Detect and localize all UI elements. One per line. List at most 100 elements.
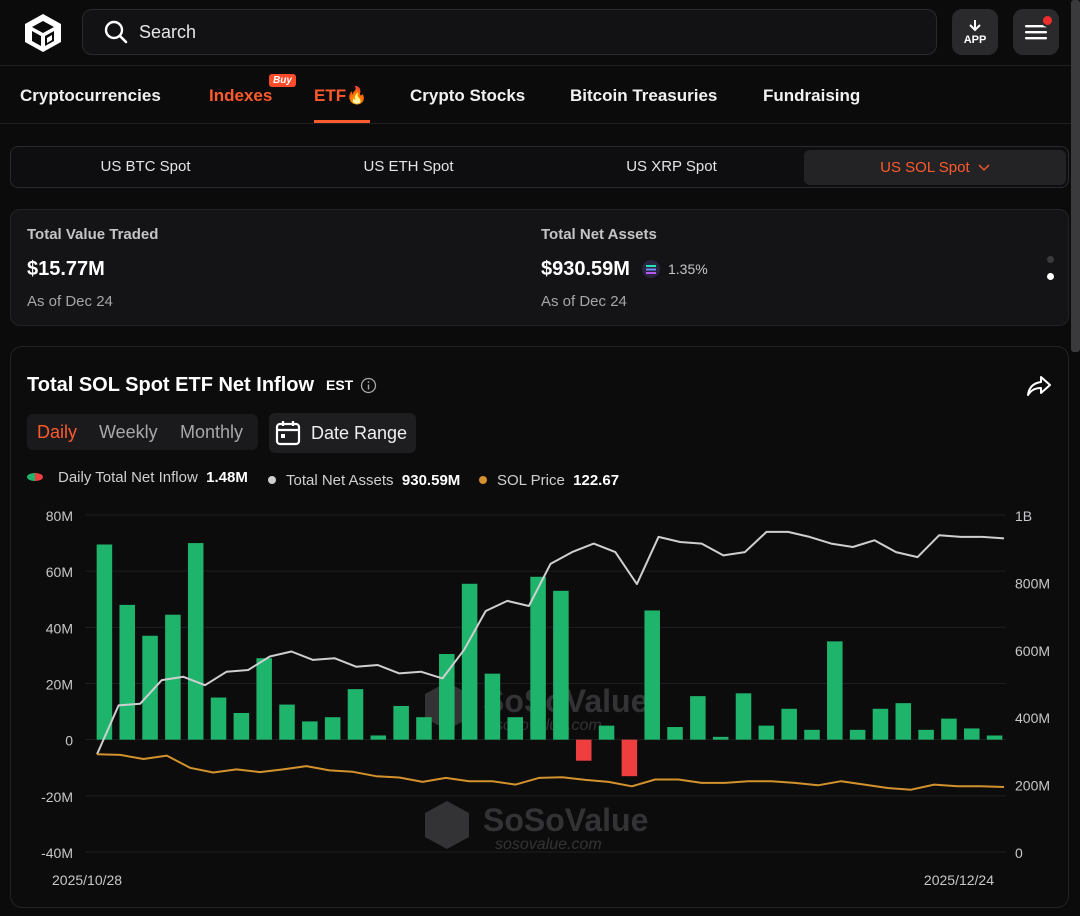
inflow-bar	[302, 721, 318, 740]
inflow-bar	[804, 729, 820, 740]
right-axis-tick-label: 800M	[1015, 575, 1050, 591]
right-axis-tick-label: 200M	[1015, 778, 1050, 794]
hamburger-icon	[1025, 25, 1047, 40]
total-value-traded-date: As of Dec 24	[27, 293, 113, 310]
sosovalue-logo-icon[interactable]	[22, 12, 64, 54]
total-value-traded-label: Total Value Traded	[27, 226, 159, 243]
inflow-bar	[142, 635, 158, 740]
notification-dot	[1041, 14, 1054, 27]
price-legend-value: 122.67	[573, 472, 620, 489]
download-app-button[interactable]: APP	[952, 9, 998, 55]
nav-bitcoin-treasuries[interactable]: Bitcoin Treasuries	[570, 86, 718, 105]
share-icon[interactable]	[1026, 375, 1052, 397]
timezone-label: EST	[326, 377, 354, 393]
inflow-bar	[964, 728, 980, 740]
period-monthly[interactable]: Monthly	[180, 422, 244, 442]
solana-icon	[642, 260, 660, 278]
inflow-bar	[621, 739, 638, 777]
total-value-traded-value: $15.77M	[27, 258, 105, 280]
tab-us-eth-spot[interactable]: US ETH Spot	[363, 158, 454, 175]
inflow-bar	[712, 736, 729, 740]
inflow-bar	[895, 703, 912, 740]
inflow-legend-swatch	[27, 473, 43, 481]
nav-crypto-stocks[interactable]: Crypto Stocks	[410, 86, 526, 105]
right-axis-ticks: 1B 800M 600M 400M 200M 0	[1015, 508, 1050, 861]
inflow-bar	[758, 725, 775, 740]
etf-type-tabs: US BTC Spot US ETH Spot US XRP Spot US S…	[10, 146, 1069, 188]
menu-button[interactable]	[1013, 9, 1059, 55]
inflow-bar	[827, 641, 843, 740]
search-bar[interactable]	[82, 9, 937, 55]
info-icon[interactable]	[360, 377, 377, 394]
legend-inflow[interactable]: Daily Total Net Inflow 1.48M	[27, 469, 248, 486]
left-axis-tick-label: 60M	[46, 564, 73, 580]
search-icon	[104, 20, 128, 44]
price-legend-swatch	[479, 476, 487, 484]
tab-us-sol-spot-label: US SOL Spot	[880, 159, 970, 176]
nav-indexes[interactable]: Indexes	[209, 86, 273, 105]
left-axis-ticks: 80M 60M 40M 20M 0 -20M -40M	[41, 508, 73, 861]
total-net-assets-date: As of Dec 24	[541, 293, 627, 310]
inflow-bar	[575, 739, 592, 761]
app-label: APP	[963, 33, 987, 46]
left-axis-tick-label: 40M	[46, 620, 73, 636]
net-inflow-chart[interactable]: SoSoValuesosovalue.comSoSoValuesosovalue…	[11, 497, 1070, 916]
assets-legend-swatch	[268, 476, 276, 484]
inflow-bar	[461, 583, 478, 740]
nav-cryptocurrencies[interactable]: Cryptocurrencies	[20, 86, 161, 105]
inflow-bar	[872, 708, 889, 740]
watermark-url: sosovalue.com	[495, 836, 602, 853]
price-legend-label: SOL Price	[497, 472, 565, 489]
total-net-assets-value: $930.59M	[541, 258, 630, 280]
inflow-legend-value: 1.48M	[206, 469, 248, 486]
tab-us-btc-spot[interactable]: US BTC Spot	[100, 158, 191, 175]
left-axis-tick-label: 0	[65, 733, 73, 749]
period-daily[interactable]: Daily	[37, 422, 78, 442]
right-axis-tick-label: 0	[1015, 845, 1023, 861]
inflow-bar	[233, 712, 250, 740]
left-axis-tick-label: 80M	[46, 508, 73, 524]
inflow-bars	[96, 543, 1003, 777]
inflow-bar	[781, 708, 797, 740]
total-net-assets-line	[96, 530, 1005, 755]
period-weekly[interactable]: Weekly	[99, 422, 158, 442]
inflow-bar	[165, 614, 181, 740]
inflow-legend-label: Daily Total Net Inflow	[58, 469, 198, 486]
right-axis-tick-label: 400M	[1015, 710, 1050, 726]
nav-etf[interactable]: ETF🔥	[314, 86, 368, 105]
assets-legend-value: 930.59M	[401, 472, 461, 489]
net-inflow-chart-card: Total SOL Spot ETF Net Inflow EST Daily …	[10, 346, 1069, 908]
buy-badge: Buy	[269, 74, 296, 87]
legend-assets[interactable]: Total Net Assets 930.59M	[268, 472, 460, 489]
left-axis-tick-label: 20M	[46, 677, 73, 693]
inflow-bar	[324, 717, 341, 740]
page-scrollbar[interactable]	[1071, 0, 1080, 352]
inflow-bar	[598, 725, 615, 740]
carousel-dot-2[interactable]	[1047, 273, 1054, 280]
inflow-bar	[187, 543, 204, 740]
download-icon	[969, 19, 981, 31]
carousel-dot-1[interactable]	[1047, 256, 1054, 263]
inflow-bar	[690, 696, 706, 740]
inflow-bar	[735, 693, 752, 740]
inflow-bar	[279, 704, 295, 740]
inflow-bar	[347, 689, 364, 740]
tab-us-sol-spot[interactable]: US SOL Spot	[804, 150, 1066, 185]
date-range-button[interactable]: Date Range	[269, 413, 416, 453]
right-axis-tick-label: 600M	[1015, 643, 1050, 659]
tab-us-xrp-spot[interactable]: US XRP Spot	[626, 158, 717, 175]
inflow-bar	[484, 673, 501, 740]
main-nav: Cryptocurrencies Indexes Buy ETF🔥 Crypto…	[0, 66, 1080, 124]
inflow-bar	[849, 729, 866, 740]
watermark-text: SoSoValue	[483, 802, 648, 838]
inflow-bar	[530, 576, 546, 740]
search-input[interactable]	[139, 21, 839, 43]
legend-price[interactable]: SOL Price 122.67	[479, 472, 619, 489]
x-axis-labels: 2025/10/28 2025/12/24	[52, 872, 994, 888]
nav-fundraising[interactable]: Fundraising	[763, 86, 861, 105]
period-selector: Daily Weekly Monthly	[27, 414, 258, 450]
inflow-bar	[553, 590, 569, 740]
inflow-bar	[507, 717, 524, 740]
inflow-bar	[941, 718, 957, 740]
